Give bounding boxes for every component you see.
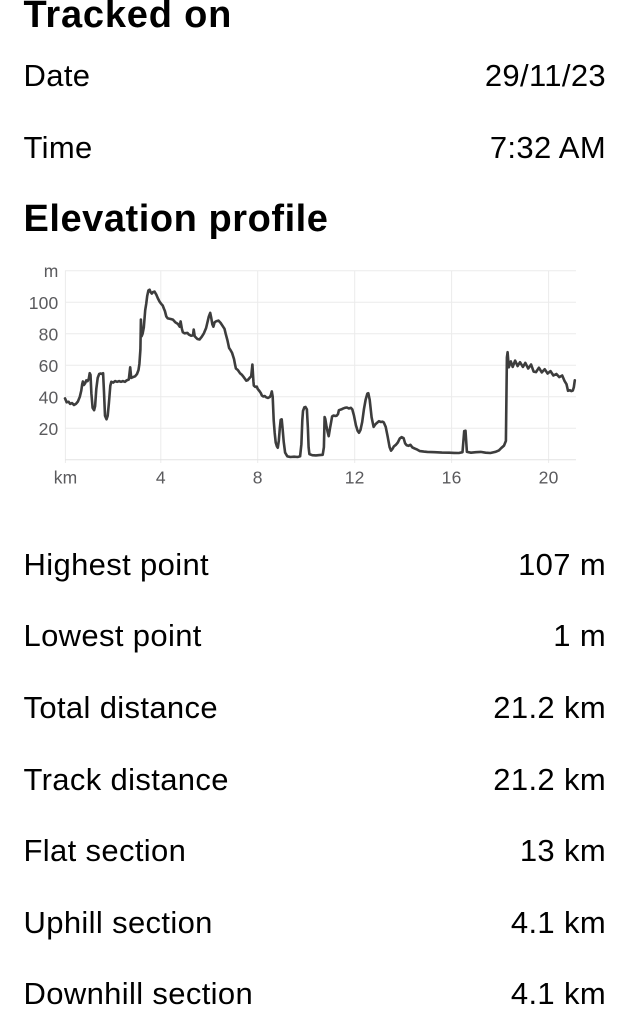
svg-text:20: 20 (539, 468, 559, 488)
svg-text:40: 40 (39, 388, 59, 408)
svg-text:m: m (44, 261, 59, 281)
svg-text:60: 60 (39, 356, 59, 376)
svg-text:80: 80 (39, 325, 59, 345)
svg-text:16: 16 (442, 468, 462, 488)
svg-text:20: 20 (39, 419, 59, 439)
svg-text:100: 100 (29, 293, 59, 313)
svg-text:8: 8 (253, 468, 263, 488)
svg-text:4: 4 (156, 468, 166, 488)
svg-text:12: 12 (345, 468, 365, 488)
svg-text:km: km (54, 468, 78, 488)
